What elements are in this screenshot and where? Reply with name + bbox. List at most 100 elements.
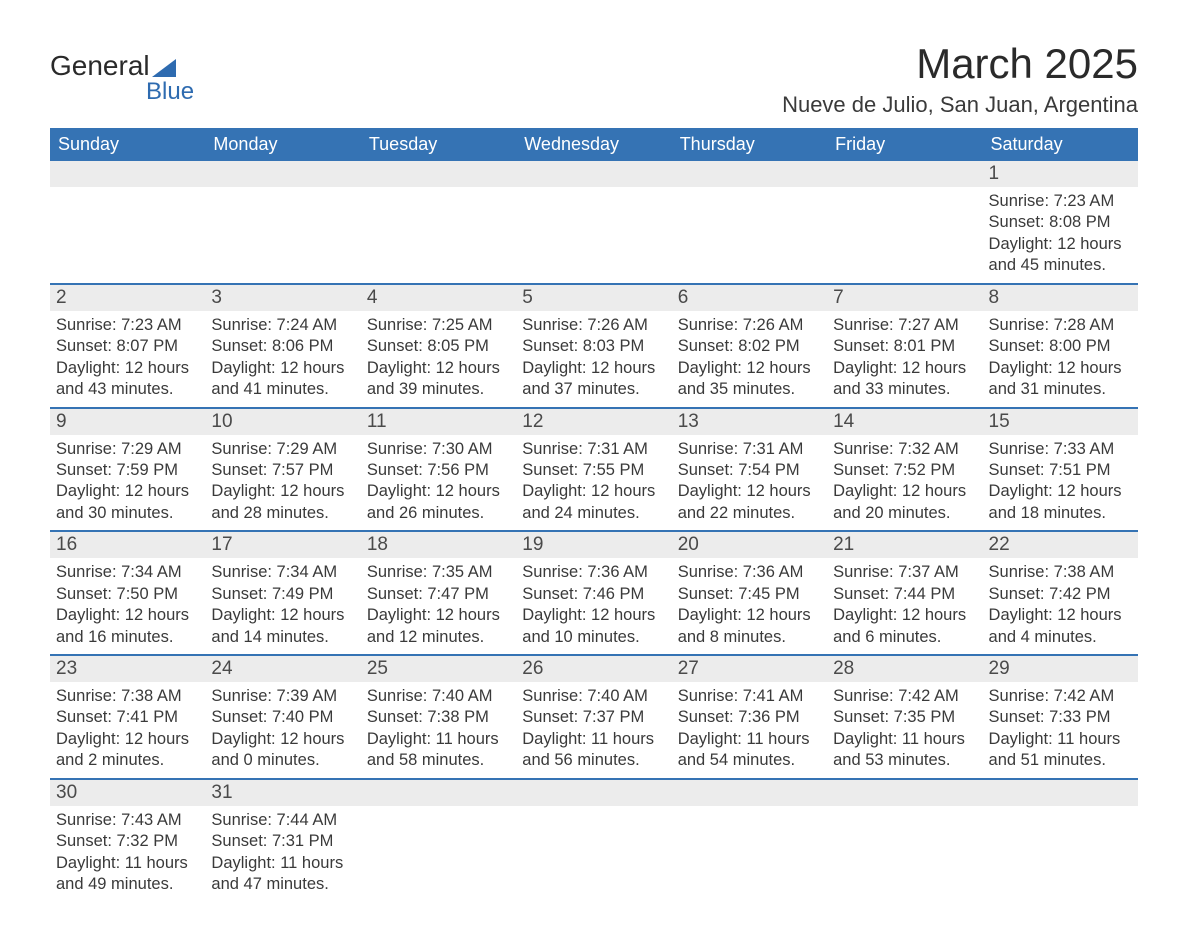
day-20-details: Sunrise: 7:36 AMSunset: 7:45 PMDaylight:… <box>672 558 827 655</box>
daylight-line: Daylight: 12 hours and 22 minutes. <box>678 481 821 524</box>
daylight-line: Daylight: 12 hours and 37 minutes. <box>522 358 665 401</box>
daylight-line: Daylight: 12 hours and 35 minutes. <box>678 358 821 401</box>
day-16-details: Sunrise: 7:34 AMSunset: 7:50 PMDaylight:… <box>50 558 205 655</box>
week-3-daynum-row: 16171819202122 <box>50 531 1138 558</box>
sunset-line: Sunset: 7:50 PM <box>56 584 199 605</box>
empty-detail <box>50 187 205 284</box>
daylight-line: Daylight: 12 hours and 45 minutes. <box>989 234 1132 277</box>
daylight-line: Daylight: 12 hours and 6 minutes. <box>833 605 976 648</box>
sunrise-line: Sunrise: 7:43 AM <box>56 810 199 831</box>
week-5-detail-row: Sunrise: 7:43 AMSunset: 7:32 PM Daylight:… <box>50 806 1138 902</box>
day-25-number: 25 <box>361 655 516 682</box>
sunrise-line: Sunrise: 7:29 AM <box>211 439 354 460</box>
sunset-line: Sunset: 7:52 PM <box>833 460 976 481</box>
day-9-details: Sunrise: 7:29 AMSunset: 7:59 PMDaylight:… <box>50 435 205 532</box>
sunset-line: Sunset: 7:49 PM <box>211 584 354 605</box>
day-29-number: 29 <box>983 655 1138 682</box>
sunrise-line: Sunrise: 7:31 AM <box>678 439 821 460</box>
sunset-line: Sunset: 7:41 PM <box>56 707 199 728</box>
daylight-line: Daylight: 11 hours and 54 minutes. <box>678 729 821 772</box>
day-26-details: Sunrise: 7:40 AMSunset: 7:37 PMDaylight:… <box>516 682 671 779</box>
sunset-line: Sunset: 7:32 PM <box>56 831 199 852</box>
daylight-line: Daylight: 12 hours and 14 minutes. <box>211 605 354 648</box>
day-21-number: 21 <box>827 531 982 558</box>
week-1-daynum-row: 2345678 <box>50 284 1138 311</box>
daylight-line: Daylight: 12 hours and 26 minutes. <box>367 481 510 524</box>
sunset-line: Sunset: 7:44 PM <box>833 584 976 605</box>
week-1-detail-row: Sunrise: 7:23 AMSunset: 8:07 PMDaylight:… <box>50 311 1138 408</box>
day-29-details: Sunrise: 7:42 AMSunset: 7:33 PMDaylight:… <box>983 682 1138 779</box>
day-18-details: Sunrise: 7:35 AMSunset: 7:47 PMDaylight:… <box>361 558 516 655</box>
empty-daynum <box>50 161 205 187</box>
sunset-line: Sunset: 7:33 PM <box>989 707 1132 728</box>
day-7-details: Sunrise: 7:27 AMSunset: 8:01 PMDaylight:… <box>827 311 982 408</box>
logo: General Blue <box>50 50 194 106</box>
day-27-number: 27 <box>672 655 827 682</box>
empty-daynum <box>361 779 516 806</box>
sunset-line: Sunset: 7:59 PM <box>56 460 199 481</box>
day-12-number: 12 <box>516 408 671 435</box>
daylight-line: Daylight: 11 hours and 53 minutes. <box>833 729 976 772</box>
day-26-number: 26 <box>516 655 671 682</box>
sunrise-line: Sunrise: 7:23 AM <box>989 191 1132 212</box>
week-2-daynum-row: 9101112131415 <box>50 408 1138 435</box>
sunrise-line: Sunrise: 7:26 AM <box>522 315 665 336</box>
day-30-details: Sunrise: 7:43 AMSunset: 7:32 PMDaylight:… <box>50 806 205 902</box>
sunrise-line: Sunrise: 7:32 AM <box>833 439 976 460</box>
daylight-line: Daylight: 12 hours and 28 minutes. <box>211 481 354 524</box>
sunrise-line: Sunrise: 7:39 AM <box>211 686 354 707</box>
day-19-details: Sunrise: 7:36 AMSunset: 7:46 PMDaylight:… <box>516 558 671 655</box>
sunset-line: Sunset: 7:55 PM <box>522 460 665 481</box>
sunset-line: Sunset: 8:02 PM <box>678 336 821 357</box>
sunset-line: Sunset: 8:05 PM <box>367 336 510 357</box>
daylight-line: Daylight: 11 hours and 58 minutes. <box>367 729 510 772</box>
week-4-daynum-row: 23242526272829 <box>50 655 1138 682</box>
day-7-number: 7 <box>827 284 982 311</box>
day-8-number: 8 <box>983 284 1138 311</box>
logo-text-2: Blue <box>146 78 194 106</box>
day-30-number: 30 <box>50 779 205 806</box>
sunrise-line: Sunrise: 7:33 AM <box>989 439 1132 460</box>
day-20-number: 20 <box>672 531 827 558</box>
sunset-line: Sunset: 7:57 PM <box>211 460 354 481</box>
day-5-number: 5 <box>516 284 671 311</box>
empty-detail <box>361 187 516 284</box>
day-12-details: Sunrise: 7:31 AMSunset: 7:55 PMDaylight:… <box>516 435 671 532</box>
sunset-line: Sunset: 7:36 PM <box>678 707 821 728</box>
location-subtitle: Nueve de Julio, San Juan, Argentina <box>782 92 1138 118</box>
sunset-line: Sunset: 7:54 PM <box>678 460 821 481</box>
empty-detail <box>516 187 671 284</box>
day-3-details: Sunrise: 7:24 AMSunset: 8:06 PMDaylight:… <box>205 311 360 408</box>
day-5-details: Sunrise: 7:26 AMSunset: 8:03 PMDaylight:… <box>516 311 671 408</box>
empty-daynum <box>983 779 1138 806</box>
daylight-line: Daylight: 11 hours and 47 minutes. <box>211 853 354 896</box>
sunset-line: Sunset: 7:31 PM <box>211 831 354 852</box>
sunrise-line: Sunrise: 7:42 AM <box>833 686 976 707</box>
day-11-details: Sunrise: 7:30 AMSunset: 7:56 PMDaylight:… <box>361 435 516 532</box>
sunrise-line: Sunrise: 7:37 AM <box>833 562 976 583</box>
sunset-line: Sunset: 8:03 PM <box>522 336 665 357</box>
sunrise-line: Sunrise: 7:25 AM <box>367 315 510 336</box>
sunrise-line: Sunrise: 7:41 AM <box>678 686 821 707</box>
sunrise-line: Sunrise: 7:38 AM <box>56 686 199 707</box>
sunset-line: Sunset: 7:56 PM <box>367 460 510 481</box>
sunset-line: Sunset: 7:40 PM <box>211 707 354 728</box>
day-2-details: Sunrise: 7:23 AMSunset: 8:07 PMDaylight:… <box>50 311 205 408</box>
sunset-line: Sunset: 7:51 PM <box>989 460 1132 481</box>
day-18-number: 18 <box>361 531 516 558</box>
day-22-number: 22 <box>983 531 1138 558</box>
daylight-line: Daylight: 12 hours and 16 minutes. <box>56 605 199 648</box>
calendar-header-friday: Friday <box>827 128 982 161</box>
sunrise-line: Sunrise: 7:42 AM <box>989 686 1132 707</box>
sunset-line: Sunset: 7:35 PM <box>833 707 976 728</box>
empty-detail <box>827 806 982 902</box>
sunrise-line: Sunrise: 7:38 AM <box>989 562 1132 583</box>
logo-sail-icon <box>152 59 176 77</box>
sunset-line: Sunset: 8:00 PM <box>989 336 1132 357</box>
sunset-line: Sunset: 8:08 PM <box>989 212 1132 233</box>
sunrise-line: Sunrise: 7:40 AM <box>522 686 665 707</box>
daylight-line: Daylight: 12 hours and 10 minutes. <box>522 605 665 648</box>
daylight-line: Daylight: 11 hours and 51 minutes. <box>989 729 1132 772</box>
day-31-details: Sunrise: 7:44 AMSunset: 7:31 PMDaylight:… <box>205 806 360 902</box>
sunrise-line: Sunrise: 7:30 AM <box>367 439 510 460</box>
